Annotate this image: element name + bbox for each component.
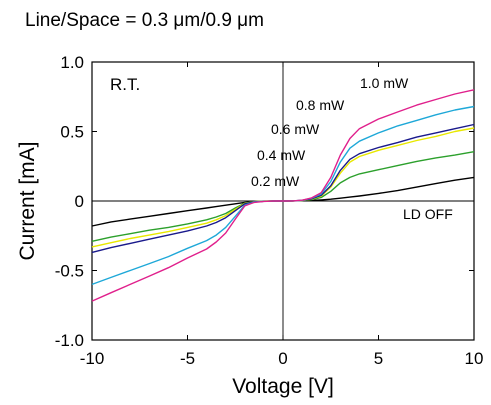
annotation-0-2mw: 0.2 mW xyxy=(251,173,300,189)
x-tick-label: 5 xyxy=(374,349,383,368)
x-ticks: -10 -5 0 5 10 xyxy=(80,62,484,368)
series-group xyxy=(91,89,475,302)
annotation-0-6mw: 0.6 mW xyxy=(271,121,320,137)
y-tick-label: 0.5 xyxy=(60,123,84,142)
annotation-ld-off: LD OFF xyxy=(403,206,453,222)
series-line-1-0-mw xyxy=(91,89,475,302)
condition-label: R.T. xyxy=(110,75,140,94)
annotation-1-0mw: 1.0 mW xyxy=(360,75,409,91)
y-ticks: -1.0 -0.5 0 0.5 1.0 xyxy=(55,53,474,350)
x-axis-label: Voltage [V] xyxy=(232,375,334,398)
annotation-0-4mw: 0.4 mW xyxy=(257,147,306,163)
chart-title: Line/Space = 0.3 μm/0.9 μm xyxy=(25,10,264,31)
annotation-0-8mw: 0.8 mW xyxy=(296,97,345,113)
y-tick-label: -1.0 xyxy=(55,331,84,350)
y-tick-label: -0.5 xyxy=(55,262,84,281)
x-tick-label: 0 xyxy=(278,349,287,368)
x-tick-label: 10 xyxy=(465,349,484,368)
y-tick-label: 0 xyxy=(75,192,84,211)
x-tick-label: -5 xyxy=(180,349,195,368)
x-tick-label: -10 xyxy=(80,349,105,368)
y-axis-label: Current [mA] xyxy=(16,141,39,260)
y-tick-label: 1.0 xyxy=(60,53,84,72)
annotations: 1.0 mW 0.8 mW 0.6 mW 0.4 mW 0.2 mW LD OF… xyxy=(251,75,453,222)
